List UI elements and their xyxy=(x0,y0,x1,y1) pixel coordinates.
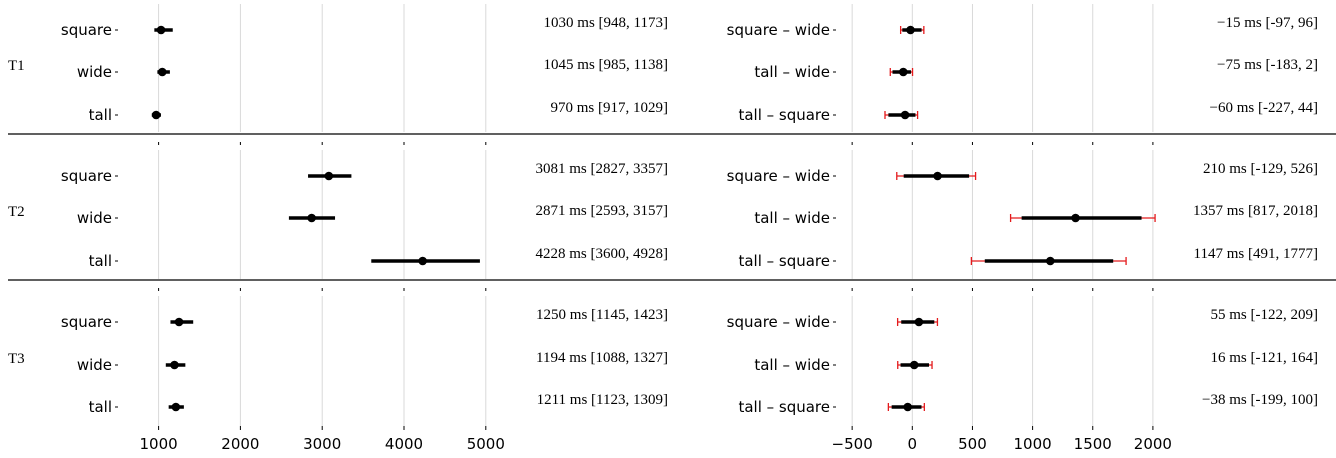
x-tick-label: −500 xyxy=(832,435,873,453)
point-estimate xyxy=(1045,256,1055,266)
point-estimate xyxy=(903,402,913,412)
value-annotation: −75 ms [-183, 2] xyxy=(1217,57,1318,73)
value-annotation: 16 ms [-121, 164] xyxy=(1211,350,1319,366)
x-tick-label: 5000 xyxy=(467,435,505,453)
group-label: T2 xyxy=(8,204,25,220)
value-annotation: −38 ms [-199, 100] xyxy=(1202,392,1318,408)
x-tick-label: 1000 xyxy=(140,435,178,453)
value-annotation: 2871 ms [2593, 3157] xyxy=(536,203,669,219)
value-annotation: 4228 ms [3600, 4928] xyxy=(536,246,669,262)
category-label: square xyxy=(61,313,112,331)
value-annotation: 1211 ms [1123, 1309] xyxy=(537,392,668,408)
x-tick-label: 3000 xyxy=(303,435,341,453)
category-label: wide xyxy=(77,63,112,81)
point-estimate xyxy=(174,317,184,327)
category-label: square – wide xyxy=(727,167,830,185)
value-annotation: −60 ms [-227, 44] xyxy=(1210,100,1318,116)
point-estimate xyxy=(900,110,910,120)
point-estimate xyxy=(156,25,166,35)
category-label: tall xyxy=(89,252,112,270)
point-estimate xyxy=(933,171,942,181)
value-annotation: 1194 ms [1088, 1327] xyxy=(536,350,668,366)
group-label: T3 xyxy=(8,351,25,367)
value-annotation: 1045 ms [985, 1138] xyxy=(544,57,668,73)
category-label: tall – square xyxy=(738,106,830,124)
x-tick-label: 2000 xyxy=(1134,435,1172,453)
category-label: tall – wide xyxy=(754,209,830,227)
right-marks xyxy=(884,25,1156,412)
left-marks xyxy=(151,25,480,412)
point-estimate xyxy=(171,402,181,412)
value-annotation: 3081 ms [2827, 3357] xyxy=(536,161,669,177)
value-annotation: −15 ms [-97, 96] xyxy=(1217,15,1318,31)
category-label: tall – square xyxy=(738,398,830,416)
value-annotation: 970 ms [917, 1029] xyxy=(551,100,669,116)
category-label: square xyxy=(61,167,112,185)
x-tick-label: 1000 xyxy=(1014,435,1052,453)
category-label: tall xyxy=(89,106,112,124)
left-tick-marks xyxy=(115,29,487,430)
value-annotation: 1030 ms [948, 1173] xyxy=(544,15,668,31)
x-tick-label: 4000 xyxy=(385,435,423,453)
point-estimate xyxy=(151,110,161,120)
point-estimate xyxy=(324,171,334,181)
point-estimate xyxy=(909,360,919,370)
point-estimate xyxy=(1071,213,1080,223)
x-tick-label: 500 xyxy=(958,435,987,453)
value-annotation: 210 ms [-129, 526] xyxy=(1203,161,1318,177)
right-labels: −500 0 500 1000 1500 2000 square – wide −15 ms … xyxy=(727,15,1318,453)
group-labels: T1 T2 T3 xyxy=(8,58,25,367)
panel-left: 1000 2000 3000 4000 5000 square 1030 ms [948, … xyxy=(61,4,668,453)
value-annotation: 1147 ms [491, 1777] xyxy=(1194,246,1318,262)
point-estimate xyxy=(906,25,915,35)
value-annotation: 1357 ms [817, 2018] xyxy=(1193,203,1318,219)
category-label: square – wide xyxy=(727,21,830,39)
panel-right: −500 0 500 1000 1500 2000 square – wide −15 ms … xyxy=(727,4,1318,453)
x-tick-label: 1500 xyxy=(1074,435,1112,453)
category-label: square – wide xyxy=(727,313,830,331)
x-tick-label: 2000 xyxy=(221,435,259,453)
category-label: tall – wide xyxy=(754,63,830,81)
point-estimate xyxy=(157,67,167,77)
group-label: T1 xyxy=(8,58,25,74)
point-estimate xyxy=(898,67,908,77)
x-tick-label: 0 xyxy=(908,435,918,453)
category-label: tall – square xyxy=(738,252,830,270)
point-estimate xyxy=(170,360,179,370)
category-label: wide xyxy=(77,209,112,227)
category-label: square xyxy=(61,21,112,39)
category-label: tall xyxy=(89,398,112,416)
category-label: wide xyxy=(77,356,112,374)
point-estimate xyxy=(418,256,427,266)
point-estimate xyxy=(307,213,316,223)
left-gridlines xyxy=(158,4,487,426)
right-gridlines xyxy=(851,4,1154,426)
value-annotation: 1250 ms [1145, 1423] xyxy=(536,307,668,323)
group-separators xyxy=(8,133,1336,281)
point-estimate xyxy=(914,317,924,327)
left-labels: 1000 2000 3000 4000 5000 square 1030 ms [948, … xyxy=(61,15,668,453)
right-tick-marks xyxy=(833,29,1154,430)
category-label: tall – wide xyxy=(754,356,830,374)
value-annotation: 55 ms [-122, 209] xyxy=(1211,307,1319,323)
